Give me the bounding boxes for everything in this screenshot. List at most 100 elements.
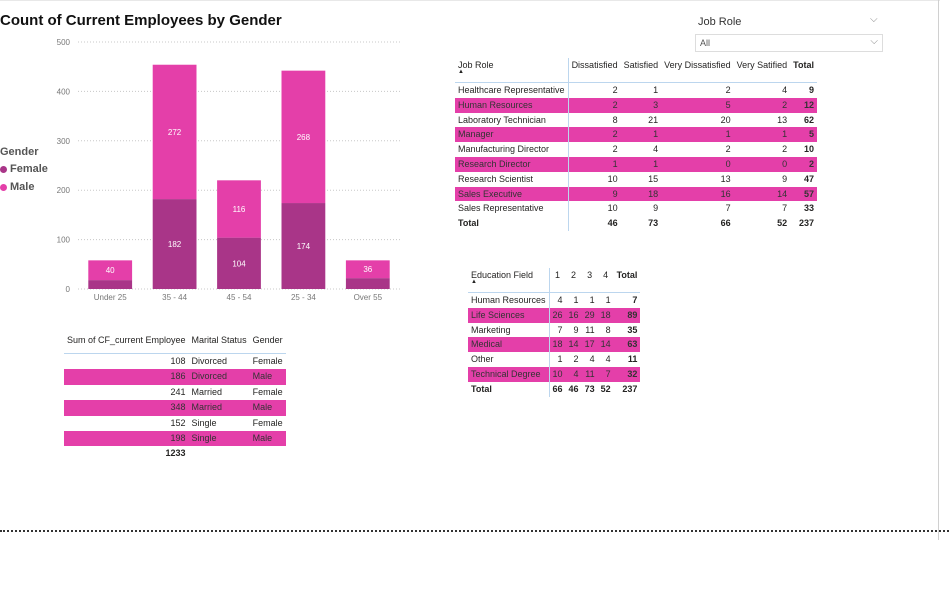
- bar-male[interactable]: [88, 260, 133, 281]
- job-role-slicer-dropdown[interactable]: All ⌵: [695, 34, 883, 52]
- table-row[interactable]: 198 Single Male: [64, 431, 286, 447]
- column-header-label: Total: [616, 270, 638, 280]
- table-row[interactable]: Human Resources 2 3 5 2 12: [455, 97, 818, 113]
- column-header-label: 1: [555, 270, 561, 280]
- column-header[interactable]: Gender: [249, 334, 286, 354]
- data-label: 116: [233, 205, 246, 214]
- table-row[interactable]: Manufacturing Director 2 4 2 2 10: [455, 142, 817, 157]
- column-header[interactable]: 4: [597, 268, 614, 293]
- table-cell: Technical Degree: [468, 366, 550, 382]
- x-tick-label: Over 55: [354, 293, 383, 302]
- column-header-label: Satisfied: [623, 60, 659, 70]
- bar-female[interactable]: [281, 203, 326, 289]
- table-cell: Sales Representative: [455, 201, 569, 217]
- column-header[interactable]: Dissatisfied: [568, 58, 621, 83]
- table-cell: Sales Executive: [455, 186, 569, 202]
- table-row[interactable]: Life Sciences 26 16 29 18 89: [468, 307, 641, 323]
- table-row[interactable]: 108 Divorced Female: [64, 354, 286, 370]
- bar-male[interactable]: [345, 260, 390, 279]
- table-cell: Female: [252, 386, 283, 397]
- y-tick-label: 500: [57, 38, 71, 47]
- table-cell: Married: [191, 386, 223, 397]
- legend-male-label: Male: [10, 181, 35, 193]
- table-row[interactable]: 241 Married Female: [64, 385, 286, 400]
- bar-male[interactable]: [281, 70, 326, 204]
- table-cell: 9: [809, 85, 815, 95]
- table-cell: 198: [64, 431, 189, 447]
- table-cell: 10: [607, 203, 618, 214]
- table-cell: Medical: [468, 337, 550, 353]
- table-row[interactable]: Medical 18 14 17 14 63: [468, 337, 641, 353]
- column-header[interactable]: Total: [790, 58, 818, 83]
- table-cell: Research Scientist: [455, 171, 569, 187]
- bar-female[interactable]: [345, 278, 390, 289]
- table-cell: 5: [661, 97, 734, 113]
- total-cell: 66: [552, 383, 563, 394]
- table-row[interactable]: Research Director 1 1 0 0 2: [455, 156, 818, 172]
- table-row[interactable]: 152 Single Female: [64, 416, 286, 431]
- table-cell: Male: [249, 431, 286, 447]
- table-cell: 4: [605, 354, 611, 365]
- table-row[interactable]: Manager 2 1 1 1 5: [455, 127, 818, 143]
- legend-male-swatch: [0, 183, 7, 191]
- table-cell: Single: [191, 417, 217, 428]
- legend-item-male[interactable]: Male: [0, 181, 34, 193]
- table-row[interactable]: Research Scientist 10 15 13 9 47: [455, 171, 817, 187]
- y-tick-label: 200: [57, 186, 71, 195]
- column-header[interactable]: 3: [581, 268, 598, 293]
- table-row[interactable]: 186 Divorced Male: [64, 369, 286, 385]
- table-row[interactable]: Technical Degree 10 4 11 7 32: [468, 366, 641, 382]
- column-header[interactable]: Education Field ▲: [468, 268, 550, 293]
- table-cell: Divorced: [191, 356, 228, 366]
- table-cell: 62: [804, 114, 815, 125]
- table-row[interactable]: Sales Representative 10 9 7 7 33: [455, 201, 817, 217]
- canvas-top-border: [0, 0, 940, 6]
- table-cell: 152: [170, 417, 186, 428]
- table-cell: 26: [549, 307, 566, 323]
- chevron-down-icon[interactable]: ⌵: [870, 14, 878, 25]
- table-cell: 7: [557, 324, 563, 335]
- total-cell: 237: [622, 383, 638, 394]
- bar-male[interactable]: [217, 180, 261, 238]
- bar-male[interactable]: [152, 64, 197, 200]
- table-row[interactable]: 348 Married Male: [64, 400, 286, 416]
- column-header[interactable]: Sum of CF_current Employee: [64, 334, 189, 354]
- column-header[interactable]: 1: [549, 268, 566, 293]
- column-header-label: Marital Status: [191, 335, 247, 345]
- legend-item-female[interactable]: Female: [0, 163, 48, 175]
- column-header[interactable]: Satisfied: [620, 58, 662, 83]
- data-label: 104: [232, 259, 246, 268]
- table-cell: Married: [188, 400, 250, 416]
- slicer-selected-value: All: [700, 38, 711, 48]
- column-header[interactable]: Marital Status: [188, 334, 250, 354]
- column-header[interactable]: Very Dissatisfied: [661, 58, 734, 83]
- y-tick-label: 400: [57, 87, 71, 96]
- x-tick-label: 25 - 34: [291, 293, 316, 302]
- table-row[interactable]: Human Resources 4 1 1 1 7: [468, 292, 640, 308]
- table-row[interactable]: Marketing 7 9 11 8 35: [468, 322, 640, 338]
- column-header[interactable]: Job Role ▲: [455, 58, 569, 83]
- table-cell: 2: [725, 85, 731, 95]
- bar-female[interactable]: [217, 237, 261, 289]
- x-tick-label: 45 - 54: [227, 293, 252, 302]
- table-cell: Divorced: [188, 369, 250, 385]
- table-row[interactable]: Sales Executive 9 18 16 14 57: [455, 186, 818, 202]
- data-label: 272: [168, 128, 182, 137]
- total-cell: 237: [798, 218, 815, 229]
- total-cell: 1233: [165, 448, 186, 459]
- table-row[interactable]: Healthcare Representative 2 1 2 4 9: [455, 82, 817, 98]
- table-row[interactable]: Other 1 2 4 4 11: [468, 352, 640, 367]
- table-cell: 108: [170, 356, 186, 366]
- bar-female[interactable]: [152, 199, 197, 289]
- column-header[interactable]: 2: [565, 268, 582, 293]
- slicer-title: Job Role: [698, 16, 742, 28]
- table-cell: 33: [804, 203, 815, 214]
- chart-title: Count of Current Employees by Gender: [0, 12, 282, 29]
- column-header[interactable]: Total: [613, 268, 641, 293]
- stacked-column-chart[interactable]: 0 100 200 300 400 500 40 Under 25 182 272 35 - 44 1…: [0, 0, 420, 310]
- table-row[interactable]: Laboratory Technician 8 21 20 13 62: [455, 112, 817, 128]
- table-cell: 12: [790, 97, 818, 113]
- table-cell: 35: [627, 324, 638, 335]
- column-header[interactable]: Very Satified: [733, 58, 791, 83]
- bar-female[interactable]: [88, 280, 133, 289]
